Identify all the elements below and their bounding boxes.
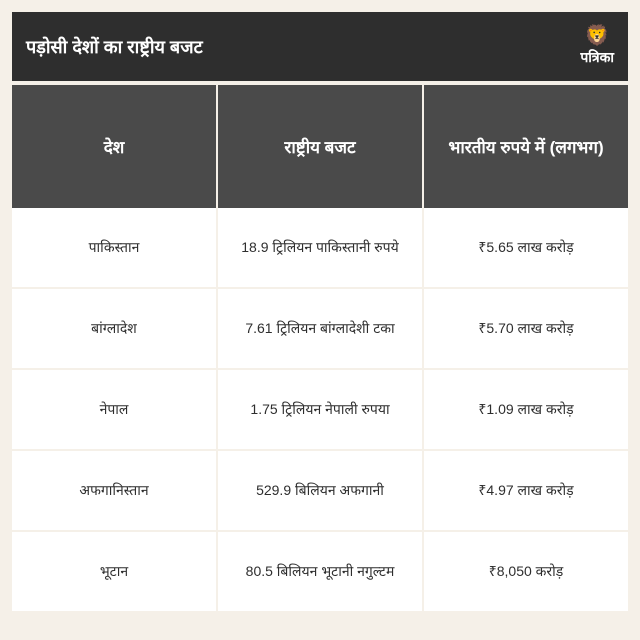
cell-budget: 80.5 बिलियन भूटानी नगुल्टम: [218, 532, 424, 611]
table-row: पाकिस्तान 18.9 ट्रिलियन पाकिस्तानी रुपये…: [12, 208, 628, 289]
page-title: पड़ोसी देशों का राष्ट्रीय बजट: [26, 35, 203, 59]
brand-logo: 🦁 पत्रिका: [580, 26, 614, 67]
cell-inr: ₹8,050 करोड़: [424, 532, 628, 611]
cell-budget: 18.9 ट्रिलियन पाकिस्तानी रुपये: [218, 208, 424, 287]
table-row: अफगानिस्तान 529.9 बिलियन अफगानी ₹4.97 ला…: [12, 451, 628, 532]
cell-inr: ₹5.70 लाख करोड़: [424, 289, 628, 368]
brand-name: पत्रिका: [580, 48, 614, 67]
table-row: भूटान 80.5 बिलियन भूटानी नगुल्टम ₹8,050 …: [12, 532, 628, 613]
cell-inr: ₹5.65 लाख करोड़: [424, 208, 628, 287]
cell-country: नेपाल: [12, 370, 218, 449]
table-row: नेपाल 1.75 ट्रिलियन नेपाली रुपया ₹1.09 ल…: [12, 370, 628, 451]
cell-country: बांग्लादेश: [12, 289, 218, 368]
header-bar: पड़ोसी देशों का राष्ट्रीय बजट 🦁 पत्रिका: [12, 12, 628, 81]
cell-country: अफगानिस्तान: [12, 451, 218, 530]
cell-budget: 1.75 ट्रिलियन नेपाली रुपया: [218, 370, 424, 449]
cell-budget: 7.61 ट्रिलियन बांग्लादेशी टका: [218, 289, 424, 368]
cell-country: भूटान: [12, 532, 218, 611]
infographic-container: पड़ोसी देशों का राष्ट्रीय बजट 🦁 पत्रिका …: [12, 12, 628, 628]
lion-icon: 🦁: [585, 26, 610, 46]
cell-budget: 529.9 बिलियन अफगानी: [218, 451, 424, 530]
cell-inr: ₹1.09 लाख करोड़: [424, 370, 628, 449]
column-header-budget: राष्ट्रीय बजट: [218, 85, 424, 208]
column-header-inr: भारतीय रुपये में (लगभग): [424, 85, 628, 208]
cell-country: पाकिस्तान: [12, 208, 218, 287]
table-header-row: देश राष्ट्रीय बजट भारतीय रुपये में (लगभग…: [12, 85, 628, 208]
cell-inr: ₹4.97 लाख करोड़: [424, 451, 628, 530]
column-header-country: देश: [12, 85, 218, 208]
table-row: बांग्लादेश 7.61 ट्रिलियन बांग्लादेशी टका…: [12, 289, 628, 370]
budget-table: देश राष्ट्रीय बजट भारतीय रुपये में (लगभग…: [12, 85, 628, 613]
